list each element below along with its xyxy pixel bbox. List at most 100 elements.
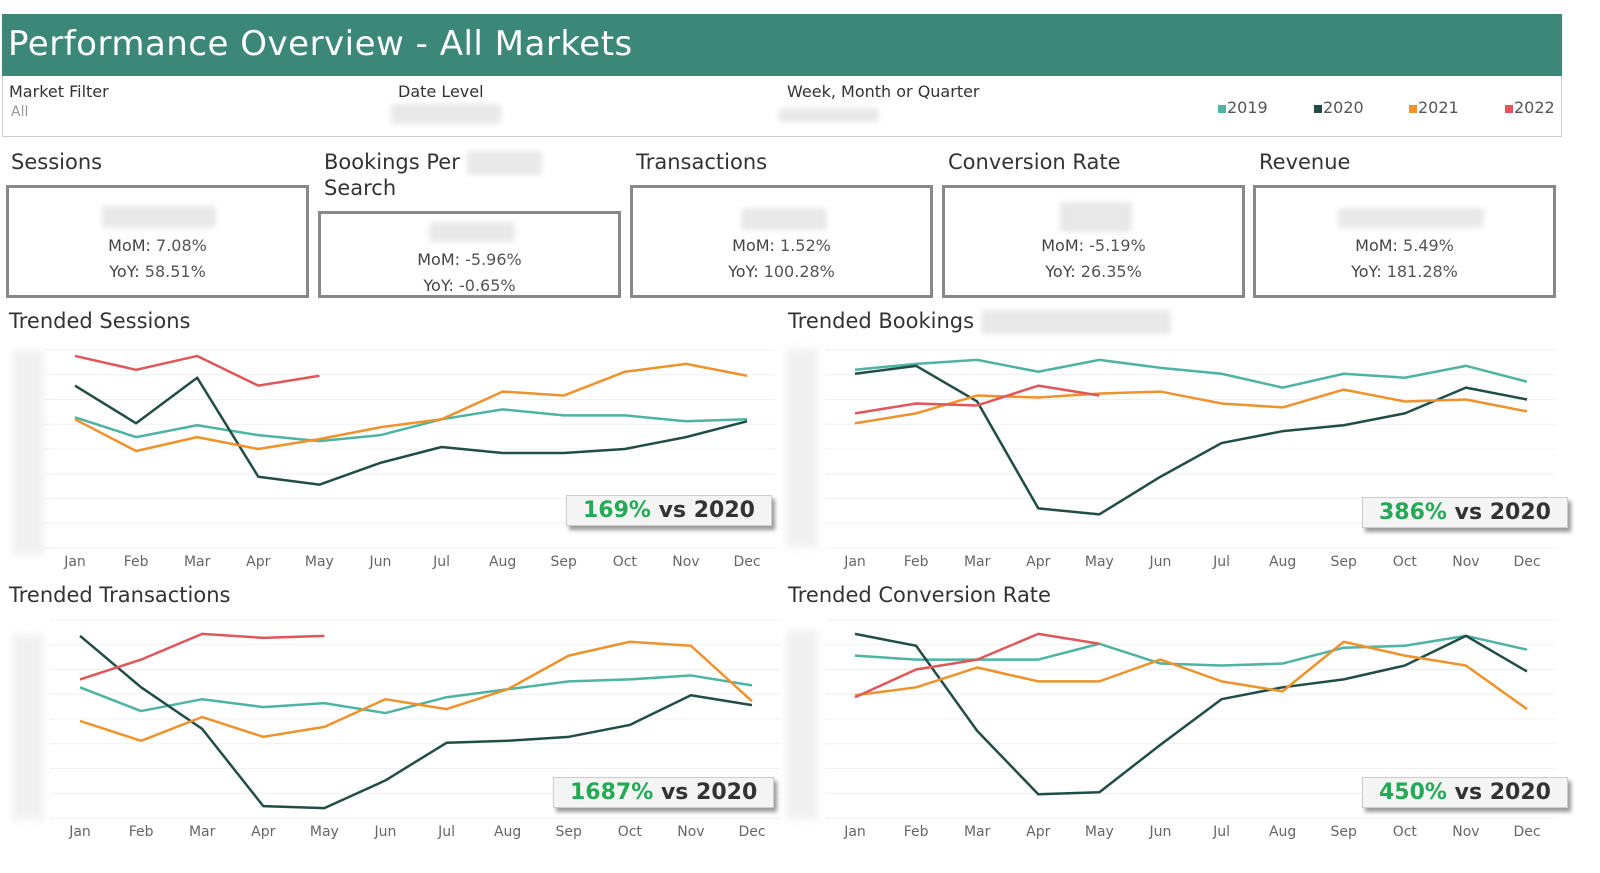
series-line-2021[interactable]: [854, 640, 1528, 711]
chart-title-conversion-rate: Trended Conversion Rate: [788, 583, 1051, 607]
x-tick-label: Apr: [1026, 554, 1050, 570]
x-tick-label: Jun: [1149, 554, 1172, 570]
kpi-mom: MoM: 1.52%: [732, 236, 831, 255]
kpi-title-bookings-per-search: Bookings Per Search: [324, 149, 542, 201]
x-tick-label: Dec: [738, 824, 765, 840]
y-axis-redacted: [12, 350, 44, 555]
x-tick-label: Jan: [63, 554, 86, 570]
series-line-2021[interactable]: [74, 362, 748, 453]
x-tick-label: Aug: [489, 554, 516, 570]
kpi-card-conversion-rate: MoM: -5.19% YoY: 26.35%: [942, 185, 1245, 298]
chart-title-transactions: Trended Transactions: [9, 583, 231, 607]
redacted-text: [466, 151, 542, 175]
x-tick-label: Aug: [1269, 824, 1296, 840]
legend-label: 2022: [1514, 98, 1555, 117]
series-line-2019[interactable]: [854, 358, 1528, 389]
series-line-2020[interactable]: [74, 376, 748, 486]
period-value-redacted[interactable]: [779, 108, 879, 122]
x-tick-label: Jun: [374, 824, 397, 840]
x-tick-label: Jul: [432, 554, 450, 570]
x-tick-label: Feb: [124, 554, 149, 570]
series-line-2019[interactable]: [74, 408, 748, 443]
series-line-2021[interactable]: [79, 640, 753, 743]
x-tick-label: Mar: [964, 554, 991, 570]
y-axis-redacted: [786, 630, 818, 820]
legend-swatch: [1409, 105, 1417, 113]
legend-label: 2019: [1227, 98, 1268, 117]
legend-item-2021: 2021: [1409, 98, 1459, 117]
kpi-value-redacted: [429, 222, 515, 242]
kpi-mom: MoM: 5.49%: [1355, 236, 1454, 255]
x-tick-label: Jul: [1212, 554, 1230, 570]
x-tick-label: Nov: [677, 824, 704, 840]
x-tick-label: Oct: [618, 824, 643, 840]
legend-item-2020: 2020: [1314, 98, 1364, 117]
kpi-card-sessions: MoM: 7.08% YoY: 58.51%: [6, 185, 309, 298]
chart-trended-transactions: Jan Feb Mar Apr May Jun Jul Aug Sep Oct Nov Dec: [50, 619, 780, 840]
x-tick-label: May: [305, 554, 334, 570]
x-tick-label: Nov: [672, 554, 699, 570]
kpi-title-sessions: Sessions: [11, 150, 103, 174]
x-tick-label: Mar: [184, 554, 211, 570]
series-line-2022[interactable]: [854, 384, 1100, 415]
legend-swatch: [1314, 105, 1322, 113]
x-tick-label: Feb: [904, 554, 929, 570]
growth-badge-sessions: 169% vs 2020: [566, 495, 772, 526]
x-tick-label: Aug: [1269, 554, 1296, 570]
growth-badge-transactions: 1687% vs 2020: [553, 777, 775, 808]
x-tick-label: May: [1085, 824, 1114, 840]
x-tick-label: Nov: [1452, 554, 1479, 570]
kpi-yoy: YoY: -0.65%: [423, 276, 516, 295]
x-tick-label: Apr: [246, 554, 270, 570]
page-title: Performance Overview - All Markets: [8, 24, 633, 64]
series-line-2022[interactable]: [74, 354, 320, 387]
series-line-2020[interactable]: [854, 632, 1528, 796]
x-tick-label: Nov: [1452, 824, 1479, 840]
series-line-2022[interactable]: [79, 632, 325, 681]
market-filter-label: Market Filter: [9, 82, 109, 101]
dashboard-header: Performance Overview - All Markets: [2, 14, 1562, 76]
x-tick-label: Feb: [904, 824, 929, 840]
y-axis-redacted: [786, 348, 818, 548]
x-tick-label: May: [310, 824, 339, 840]
x-tick-label: Aug: [494, 824, 521, 840]
chart-trended-sessions: Jan Feb Mar Apr May Jun Jul Aug Sep Oct Nov Dec: [45, 349, 775, 570]
kpi-card-bookings-per-search: MoM: -5.96% YoY: -0.65%: [318, 211, 621, 298]
kpi-yoy: YoY: 100.28%: [728, 262, 835, 281]
series-line-2020[interactable]: [854, 364, 1528, 516]
x-tick-label: Dec: [1513, 824, 1540, 840]
period-label: Week, Month or Quarter: [787, 82, 980, 101]
series-line-2021[interactable]: [854, 388, 1528, 425]
chart-title-bookings: Trended Bookings: [788, 309, 1171, 334]
x-tick-label: Sep: [551, 554, 578, 570]
market-filter-value[interactable]: All: [11, 104, 29, 120]
chart-trended-conversion-rate: Jan Feb Mar Apr May Jun Jul Aug Sep Oct Nov Dec: [825, 619, 1555, 840]
date-level-value-redacted[interactable]: [391, 104, 501, 124]
kpi-yoy: YoY: 26.35%: [1045, 262, 1142, 281]
chart-title-sessions: Trended Sessions: [9, 309, 191, 333]
kpi-yoy: YoY: 181.28%: [1351, 262, 1458, 281]
x-tick-label: Sep: [1331, 554, 1358, 570]
chart-trended-bookings: Jan Feb Mar Apr May Jun Jul Aug Sep Oct Nov Dec: [825, 349, 1555, 570]
kpi-mom: MoM: -5.19%: [1041, 236, 1146, 255]
y-axis-redacted: [12, 635, 44, 820]
x-tick-label: Jul: [437, 824, 455, 840]
x-tick-label: Jan: [68, 824, 91, 840]
x-tick-label: Apr: [251, 824, 275, 840]
x-tick-label: Oct: [613, 554, 638, 570]
kpi-card-revenue: MoM: 5.49% YoY: 181.28%: [1253, 185, 1556, 298]
kpi-mom: MoM: -5.96%: [417, 250, 522, 269]
x-tick-label: Mar: [189, 824, 216, 840]
legend-swatch: [1218, 105, 1226, 113]
x-tick-label: Jul: [1212, 824, 1230, 840]
x-tick-label: May: [1085, 554, 1114, 570]
growth-badge-bookings: 386% vs 2020: [1362, 497, 1568, 528]
x-tick-label: Jun: [369, 554, 392, 570]
kpi-title-revenue: Revenue: [1259, 150, 1351, 174]
series-line-2022[interactable]: [854, 632, 1100, 699]
legend-item-2022: 2022: [1505, 98, 1555, 117]
kpi-yoy: YoY: 58.51%: [109, 262, 206, 281]
legend-item-2019: 2019: [1218, 98, 1268, 117]
x-tick-label: Mar: [964, 824, 991, 840]
series-line-2019[interactable]: [854, 634, 1528, 667]
